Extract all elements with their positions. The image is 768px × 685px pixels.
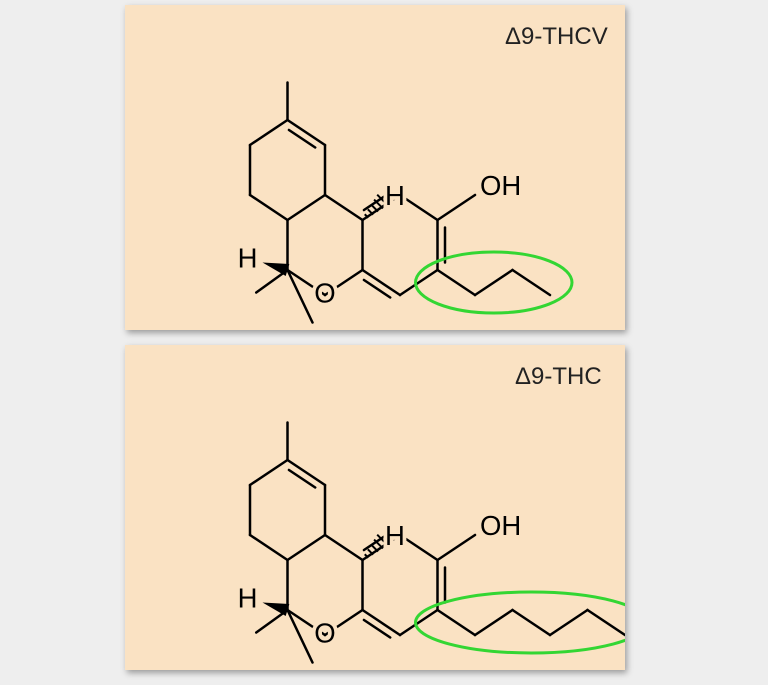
- svg-text:O: O: [314, 277, 335, 308]
- molecule-panel-thc: Δ9-THCOHOHOOHHHH: [125, 345, 625, 670]
- molecule-svg: OHOHOOHHHH: [125, 5, 625, 330]
- molecule-svg: OHOHOOHHHH: [125, 345, 625, 670]
- molecule-panel-thcv: Δ9-THCVOHOHOOHHHH: [125, 5, 625, 330]
- panel-title: Δ9-THCV: [505, 23, 608, 51]
- svg-text:H: H: [385, 520, 405, 551]
- svg-text:O: O: [314, 617, 335, 648]
- svg-text:OH: OH: [480, 170, 521, 201]
- svg-text:H: H: [385, 180, 405, 211]
- highlight-ellipse: [416, 592, 626, 653]
- svg-text:H: H: [238, 582, 258, 613]
- svg-text:OH: OH: [480, 510, 521, 541]
- svg-text:H: H: [238, 242, 258, 273]
- panel-title: Δ9-THC: [515, 363, 602, 391]
